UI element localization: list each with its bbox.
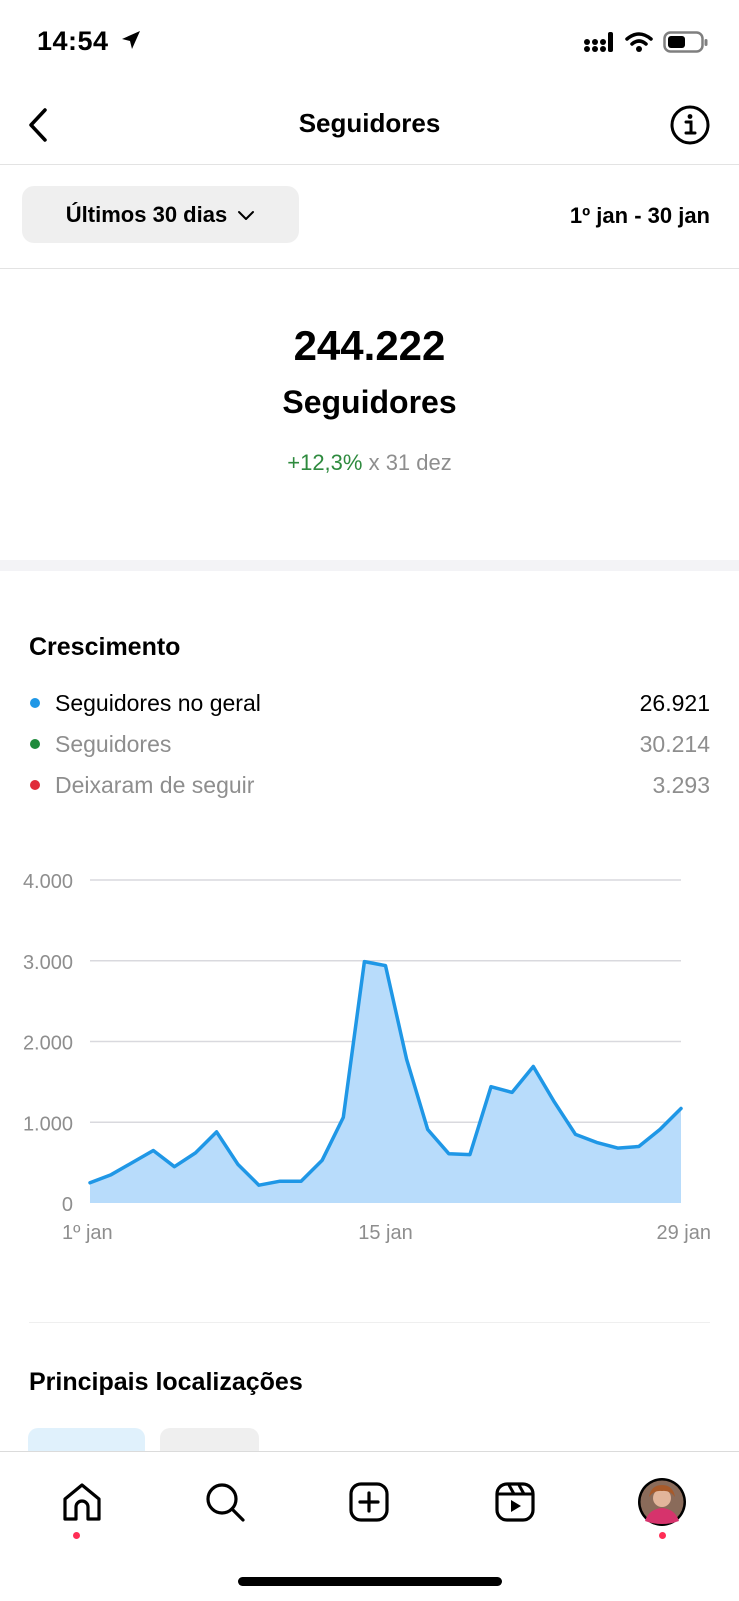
divider [29,1322,710,1323]
legend-dot-overall [30,698,40,708]
x-tick-label: 1º jan [62,1222,113,1244]
search-icon [206,1483,245,1522]
series-line [88,959,683,1187]
status-time: 14:54 [37,26,143,57]
legend-unfollows[interactable]: Deixaram de seguir 3.293 [29,769,710,801]
growth-chart[interactable]: 0 1.000 2.000 3.000 4.000 1º jan 15 jan 29 jan [0,850,739,1250]
nav-home[interactable] [54,1474,110,1530]
divider [0,268,739,269]
legend-name: Seguidores [55,730,172,757]
period-dropdown[interactable]: Últimos 30 dias [22,186,299,243]
legend-name: Deixaram de seguir [55,771,255,798]
x-tick-label: 15 jan [358,1222,413,1244]
delta-percent: +12,3% [287,450,363,475]
home-icon [63,1483,101,1521]
nav-reels[interactable] [487,1474,543,1530]
nav-new-post[interactable] [341,1474,397,1530]
info-button[interactable] [669,104,711,146]
header-bar [0,88,739,165]
signal-icon [584,32,613,52]
legend-dot-follows [30,739,40,749]
reels-icon [495,1482,535,1522]
new-post-icon [349,1482,389,1522]
legend-value: 30.214 [639,730,710,757]
info-icon [670,105,710,145]
home-notification-dot [73,1532,80,1539]
y-tick-label: 3.000 [23,952,73,974]
wifi-icon [625,32,653,52]
bottom-nav [0,1451,739,1601]
follower-total: 244.222 [293,322,446,369]
nav-profile[interactable] [634,1474,690,1530]
y-tick-label: 2.000 [23,1033,73,1055]
series-area [90,961,681,1203]
delta-row: +12,3% x 31 dez [0,450,739,476]
y-tick-label: 4.000 [23,871,73,893]
legend-value: 3.293 [652,771,710,798]
follower-total-label: Seguidores [282,384,457,420]
location-arrow-icon [121,31,140,49]
page-title: Seguidores [298,108,441,138]
legend-name: Seguidores no geral [55,689,261,716]
period-label: Últimos 30 dias [65,201,228,227]
delta-comparison: x 31 dez [362,450,452,475]
chevron-left-icon [29,108,47,142]
legend-overall[interactable]: Seguidores no geral 26.921 [29,687,710,719]
profile-notification-dot [659,1532,666,1539]
profile-avatar [638,1478,686,1526]
status-icons [583,30,709,54]
back-button[interactable] [18,100,58,150]
section-separator [0,560,739,571]
date-range: 1º jan - 30 jan [569,203,710,228]
legend-follows[interactable]: Seguidores 30.214 [29,728,710,760]
nav-search[interactable] [197,1474,253,1530]
y-tick-label: 0 [62,1194,73,1216]
locations-title: Principais localizações [29,1368,303,1396]
x-tick-label: 29 jan [657,1222,712,1244]
home-indicator [238,1577,502,1586]
battery-icon [663,31,708,53]
legend-dot-unfollows [30,780,40,790]
legend-value: 26.921 [639,689,710,716]
growth-title: Crescimento [29,633,181,661]
y-tick-label: 1.000 [23,1113,73,1135]
chevron-down-icon [238,210,255,220]
